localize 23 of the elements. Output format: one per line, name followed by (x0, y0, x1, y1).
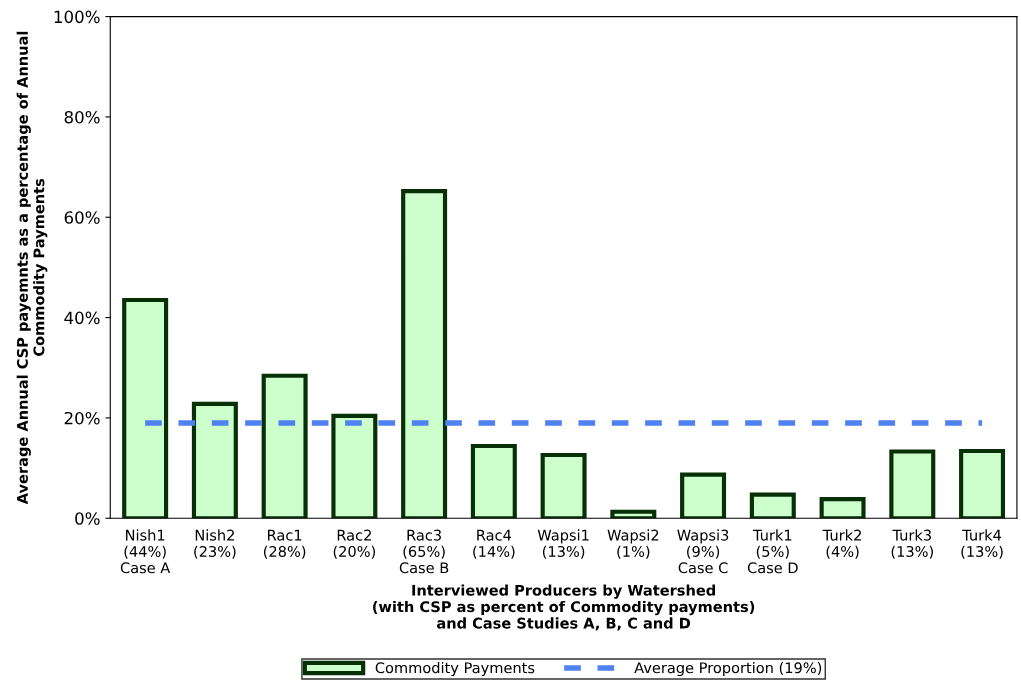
x-axis-title: Interviewed Producers by Watershed (with CSP as percent of Commodity payments) and Case Studies A, B, C and D (373, 584, 755, 631)
x-tick-label: Turk2 (4%) (822, 529, 861, 559)
x-tick-label: Rac1 (28%) (263, 529, 306, 559)
x-tick-label: Rac4 (14%) (473, 529, 515, 559)
y-tick-label: 40% (64, 311, 100, 325)
x-tick-label: Wapsi2 (1%) (607, 529, 659, 559)
x-tick-label: Wapsi1 (13%) (537, 529, 589, 559)
x-tick-label: Nish2 (23%) (194, 529, 236, 559)
x-tick-label: Turk4 (13%) (961, 529, 1003, 559)
y-tick-label: 20% (64, 411, 100, 425)
x-tick-label: Rac3 (65%) Case B (399, 529, 449, 574)
x-tick-label: Turk1 (5%) Case D (747, 529, 798, 574)
legend-label: Commodity Payments (375, 661, 535, 677)
x-tick-label: Wapsi3 (9%) Case C (677, 529, 729, 574)
x-tick-label: Turk3 (13%) (891, 529, 933, 559)
y-tick-label: 80% (64, 110, 100, 124)
y-tick-label: 100% (54, 10, 100, 24)
x-tick-label: Nish1 (44%) Case A (120, 529, 171, 574)
y-axis-title: Average Annual CSP payemnts as a percentage of Annual Commodity Payments (16, 31, 48, 505)
x-tick-label: Rac2 (20%) (333, 529, 376, 559)
y-tick-label: 60% (64, 211, 100, 224)
y-tick-label: 0% (75, 512, 100, 525)
legend-label: Average Proportion (19%) (634, 661, 822, 677)
